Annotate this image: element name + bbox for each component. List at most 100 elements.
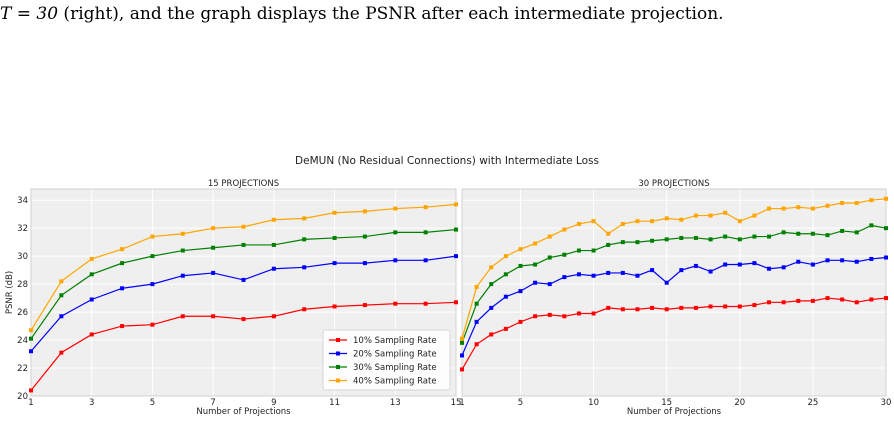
- data-point: [393, 258, 398, 263]
- data-point: [302, 307, 307, 312]
- data-point: [59, 293, 64, 298]
- chart-title: 15 PROJECTIONS: [208, 179, 279, 189]
- data-point: [708, 237, 713, 242]
- data-point: [767, 300, 772, 305]
- data-point: [591, 248, 596, 253]
- data-point: [840, 228, 845, 233]
- data-point: [547, 234, 552, 239]
- data-point: [825, 258, 830, 263]
- x-tick-label: 3: [89, 398, 94, 408]
- data-point: [547, 282, 552, 287]
- data-point: [825, 296, 830, 301]
- series-40pct: [29, 202, 458, 333]
- data-point: [59, 279, 64, 284]
- data-point: [332, 235, 337, 240]
- data-point: [241, 224, 246, 229]
- plot-area: [462, 189, 886, 396]
- data-point: [271, 242, 276, 247]
- x-tick-label: 11: [329, 398, 340, 408]
- data-point: [533, 314, 538, 319]
- data-point: [271, 266, 276, 271]
- x-tick-label: 1: [28, 398, 33, 408]
- data-point: [454, 227, 458, 232]
- data-point: [211, 245, 216, 250]
- plot-frame: [461, 188, 887, 397]
- data-point: [120, 286, 125, 291]
- y-tick-label: 22: [17, 364, 28, 374]
- data-point: [89, 332, 94, 337]
- data-point: [518, 247, 523, 252]
- data-point: [693, 305, 698, 310]
- data-point: [489, 265, 494, 270]
- x-tick-label: 10: [588, 398, 599, 408]
- data-point: [854, 230, 859, 235]
- data-point: [460, 340, 464, 345]
- data-point: [489, 282, 494, 287]
- data-point: [723, 262, 728, 267]
- data-point: [503, 254, 508, 259]
- legend-entry: 20% Sampling Rate: [353, 350, 437, 360]
- data-point: [211, 270, 216, 275]
- data-point: [211, 226, 216, 231]
- data-point: [547, 312, 552, 317]
- legend-swatch-marker: [336, 378, 340, 383]
- data-point: [423, 301, 428, 306]
- x-tick-label: 5: [150, 398, 155, 408]
- data-point: [533, 241, 538, 246]
- x-tick-label: 1: [459, 398, 464, 408]
- figure-caption: T = 30 (right), and the graph displays t…: [0, 0, 894, 32]
- data-point: [180, 231, 185, 236]
- data-point: [533, 262, 538, 267]
- data-point: [29, 328, 33, 333]
- x-axis-label: Number of Projections: [627, 407, 722, 417]
- x-tick-label: 7: [210, 398, 215, 408]
- figure-suptitle: DeMUN (No Residual Connections) with Int…: [295, 155, 599, 167]
- data-point: [635, 219, 640, 224]
- data-point: [518, 319, 523, 324]
- series-30pct: [460, 223, 888, 345]
- data-point: [781, 230, 786, 235]
- data-point: [576, 311, 581, 316]
- data-point: [620, 240, 625, 245]
- x-tick-label: 15: [661, 398, 672, 408]
- data-point: [393, 206, 398, 211]
- data-point: [89, 256, 94, 261]
- data-point: [393, 301, 398, 306]
- data-point: [854, 300, 859, 305]
- data-point: [810, 231, 815, 236]
- data-point: [59, 314, 64, 319]
- data-point: [679, 268, 684, 273]
- plot-frame: [30, 188, 457, 397]
- data-point: [635, 273, 640, 278]
- data-point: [332, 261, 337, 266]
- data-point: [708, 304, 713, 309]
- data-point: [635, 240, 640, 245]
- legend-entry: 40% Sampling Rate: [353, 377, 437, 387]
- data-point: [29, 336, 33, 341]
- data-point: [650, 219, 655, 224]
- data-point: [737, 304, 742, 309]
- data-point: [393, 230, 398, 235]
- data-point: [120, 324, 125, 329]
- data-point: [693, 213, 698, 218]
- data-point: [362, 303, 367, 308]
- data-point: [423, 258, 428, 263]
- data-point: [460, 353, 464, 358]
- data-point: [606, 270, 611, 275]
- y-tick-label: 32: [17, 224, 28, 234]
- data-point: [620, 270, 625, 275]
- x-tick-label: 25: [807, 398, 818, 408]
- data-point: [796, 298, 801, 303]
- data-point: [752, 303, 757, 308]
- data-point: [767, 206, 772, 211]
- data-point: [150, 234, 155, 239]
- data-point: [562, 314, 567, 319]
- data-point: [781, 300, 786, 305]
- data-point: [180, 273, 185, 278]
- data-point: [518, 289, 523, 294]
- data-point: [454, 202, 458, 207]
- data-point: [362, 209, 367, 214]
- legend-entry: 10% Sampling Rate: [353, 336, 437, 346]
